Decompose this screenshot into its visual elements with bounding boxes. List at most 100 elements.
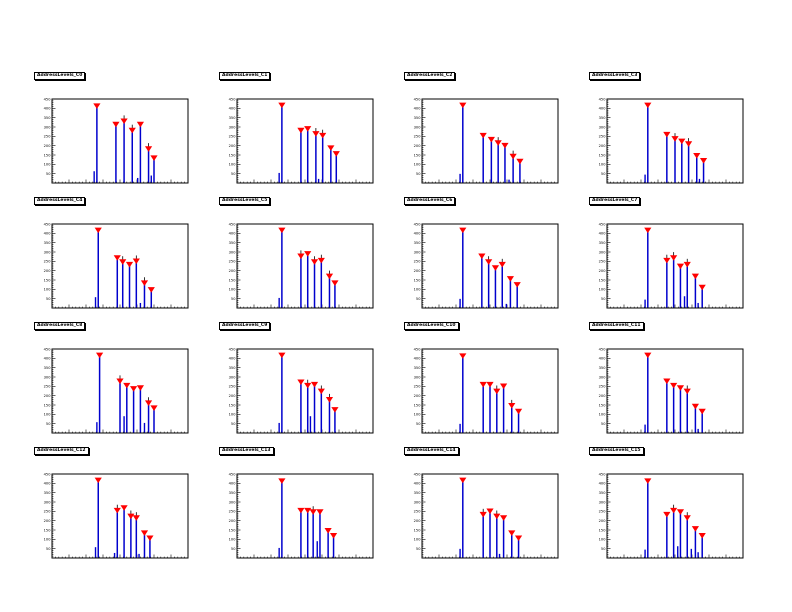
pad-addresslevels_c0[interactable]: AddressLevels_C0 -2000-1500-1000-50005001… xyxy=(24,61,209,186)
svg-text:450: 450 xyxy=(414,222,422,226)
pad-addresslevels_c7[interactable]: AddressLevels_C7-2000-1500-1000-50005001… xyxy=(579,186,764,311)
pad-addresslevels_c8[interactable]: AddressLevels_C8-2000-1500-1000-50005001… xyxy=(24,311,209,436)
svg-text:50: 50 xyxy=(601,422,606,426)
svg-text:200: 200 xyxy=(229,269,237,273)
pad-addresslevels_c13[interactable]: AddressLevels_C13-2000-1500-1000-5000500… xyxy=(209,436,394,561)
svg-text:250: 250 xyxy=(44,260,52,264)
svg-text:250: 250 xyxy=(414,385,422,389)
pad-addresslevels_c5[interactable]: AddressLevels_C5-2000-1500-1000-50005001… xyxy=(209,186,394,311)
pad-title: AddressLevels_C8 xyxy=(34,322,86,330)
axis-ticks xyxy=(236,223,374,309)
pad-title: AddressLevels_C13 xyxy=(219,447,274,455)
svg-text:150: 150 xyxy=(44,403,52,407)
y-tick-labels: 50 100 150 200 250 300 350 400 450 xyxy=(229,222,237,301)
svg-text:200: 200 xyxy=(44,269,52,273)
pad-addresslevels_c1[interactable]: AddressLevels_C1-2000-1500-1000-50005001… xyxy=(209,61,394,186)
plot-area-addresslevels_c4: -2000-1500-1000-500050010001500200050100… xyxy=(44,222,189,309)
svg-text:350: 350 xyxy=(414,116,422,120)
plot-frame xyxy=(51,98,189,184)
svg-text:400: 400 xyxy=(229,482,237,486)
plot-frame xyxy=(236,223,374,309)
stub-spikes xyxy=(96,416,146,433)
pad-title: AddressLevels_C11 xyxy=(589,322,644,330)
pad-title: AddressLevels_C9 xyxy=(219,322,271,330)
triangle-markers xyxy=(644,478,706,539)
svg-text:250: 250 xyxy=(414,510,422,514)
svg-text:100: 100 xyxy=(414,413,422,417)
pad-addresslevels_c9[interactable]: AddressLevels_C9 -2000-1500-1000-50005001… xyxy=(209,311,394,436)
spikes xyxy=(462,104,521,183)
svg-text:150: 150 xyxy=(229,278,237,282)
svg-text:100: 100 xyxy=(414,538,422,542)
svg-text:200: 200 xyxy=(414,394,422,398)
svg-text:150: 150 xyxy=(44,278,52,282)
svg-text:300: 300 xyxy=(414,375,422,379)
svg-text:100: 100 xyxy=(599,288,607,292)
svg-text:200: 200 xyxy=(44,519,52,523)
spikes xyxy=(462,355,520,433)
plot-frame xyxy=(606,473,744,559)
pad-addresslevels_c6[interactable]: AddressLevels_C6-2000-1500-1000-50005001… xyxy=(394,186,579,311)
plot-area-addresslevels_c14: -2000-1500-1000-500050010001500200050100… xyxy=(414,472,559,559)
svg-text:400: 400 xyxy=(599,357,607,361)
svg-text:200: 200 xyxy=(229,144,237,148)
pad-addresslevels_c12[interactable]: AddressLevels_C12-2000-1500-1000-5000500… xyxy=(24,436,209,561)
svg-text:100: 100 xyxy=(44,538,52,542)
svg-text:300: 300 xyxy=(599,375,607,379)
spikes xyxy=(647,480,703,558)
pad-addresslevels_c14[interactable]: AddressLevels_C14-2000-1500-1000-5000500… xyxy=(394,436,579,561)
stub-spikes xyxy=(93,171,152,183)
svg-text:150: 150 xyxy=(599,403,607,407)
svg-text:100: 100 xyxy=(229,413,237,417)
svg-text:450: 450 xyxy=(229,347,237,351)
triangle-markers xyxy=(94,477,154,542)
svg-text:450: 450 xyxy=(229,472,237,476)
y-tick-labels: 50 100 150 200 250 300 350 400 450 xyxy=(229,472,237,551)
svg-text:400: 400 xyxy=(44,232,52,236)
pad-title: AddressLevels_C7 xyxy=(589,197,641,205)
y-tick-labels: 50 100 150 200 250 300 350 400 450 xyxy=(229,97,237,176)
plot-frame xyxy=(236,473,374,559)
svg-text:100: 100 xyxy=(599,413,607,417)
svg-text:200: 200 xyxy=(414,519,422,523)
stub-spikes xyxy=(644,296,699,308)
plot-area-addresslevels_c0: -2000-1500-1000-500050010001500200050100… xyxy=(44,97,189,184)
axis-ticks xyxy=(236,348,374,434)
svg-text:300: 300 xyxy=(44,500,52,504)
plot-area-addresslevels_c5: -2000-1500-1000-500050010001500200050100… xyxy=(229,222,374,309)
svg-text:250: 250 xyxy=(599,135,607,139)
pad-title: AddressLevels_C12 xyxy=(34,447,89,455)
spikes xyxy=(96,105,155,183)
pad-title: AddressLevels_C0 xyxy=(34,72,86,80)
svg-text:300: 300 xyxy=(229,125,237,129)
svg-text:350: 350 xyxy=(44,241,52,245)
pad-addresslevels_c3[interactable]: AddressLevels_C3-2000-1500-1000-50005001… xyxy=(579,61,764,186)
pad-addresslevels_c11[interactable]: AddressLevels_C11-2000-1500-1000-5000500… xyxy=(579,311,764,436)
svg-text:450: 450 xyxy=(599,222,607,226)
svg-text:50: 50 xyxy=(46,547,51,551)
svg-text:250: 250 xyxy=(44,510,52,514)
svg-text:200: 200 xyxy=(229,394,237,398)
stub-spikes xyxy=(459,298,508,308)
axis-ticks xyxy=(606,98,744,184)
svg-text:50: 50 xyxy=(416,422,421,426)
svg-text:250: 250 xyxy=(229,385,237,389)
svg-text:100: 100 xyxy=(229,288,237,292)
pad-addresslevels_c15[interactable]: AddressLevels_C15-2000-1500-1000-5000500… xyxy=(579,436,764,561)
spikes xyxy=(281,354,336,433)
stub-spikes xyxy=(644,174,701,183)
pad-addresslevels_c4[interactable]: AddressLevels_C4-2000-1500-1000-50005001… xyxy=(24,186,209,311)
pad-addresslevels_c2[interactable]: AddressLevels_C2-2000-1500-1000-50005001… xyxy=(394,61,579,186)
svg-text:400: 400 xyxy=(414,232,422,236)
svg-text:50: 50 xyxy=(231,172,236,176)
triangle-markers xyxy=(644,227,706,291)
svg-text:250: 250 xyxy=(229,260,237,264)
svg-text:150: 150 xyxy=(414,153,422,157)
pad-addresslevels_c10[interactable]: AddressLevels_C10-2000-1500-1000-5000500… xyxy=(394,311,579,436)
svg-text:100: 100 xyxy=(414,288,422,292)
svg-text:50: 50 xyxy=(46,422,51,426)
plot-frame xyxy=(606,223,744,309)
y-tick-labels: 50 100 150 200 250 300 350 400 450 xyxy=(229,347,237,426)
plot-area-addresslevels_c9: -2000-1500-1000-500050010001500200050100… xyxy=(229,347,374,434)
